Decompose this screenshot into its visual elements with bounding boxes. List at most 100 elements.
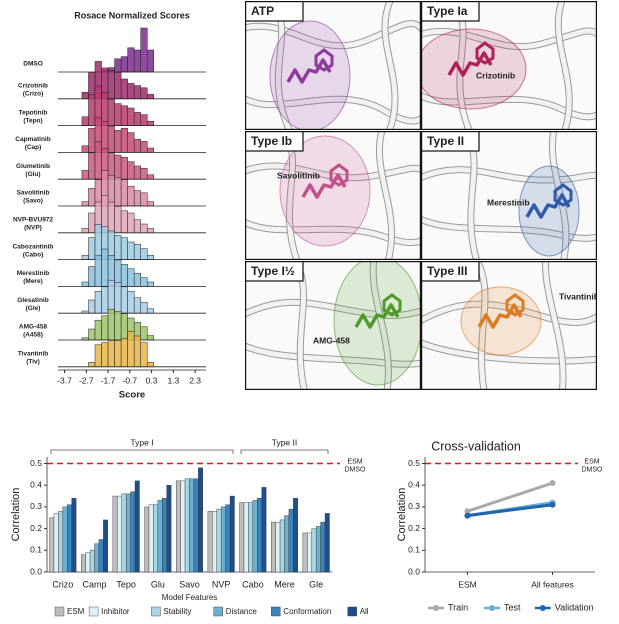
bar: [153, 504, 159, 573]
ligand: [447, 51, 493, 77]
ligand-label: Merestinib: [487, 197, 530, 207]
bar: [239, 502, 245, 573]
histogram-bin: [146, 308, 155, 314]
binding-pocket: [421, 28, 527, 110]
histogram-bin: [114, 311, 122, 341]
histogram-bin: [140, 114, 148, 126]
histogram-bin: [146, 49, 155, 73]
x-tick-label: Gle: [309, 579, 323, 589]
histogram-bin: [146, 94, 155, 100]
row-label: (Tepo): [23, 117, 42, 124]
histogram-bin: [101, 121, 109, 153]
legend-label: Test: [504, 602, 521, 612]
histogram-bin: [101, 92, 109, 126]
bar: [320, 521, 326, 573]
legend-label: Conformation: [283, 607, 331, 616]
histogram-bin: [107, 69, 115, 100]
legend-label: Stability: [163, 607, 191, 616]
protein-ribbon: [549, 131, 569, 260]
bar: [180, 480, 186, 573]
row-label: DMSO: [23, 61, 43, 68]
x-tick-label: Savo: [179, 579, 200, 589]
histogram-bin: [81, 170, 89, 180]
bar: [53, 513, 59, 573]
legend-dot: [539, 605, 546, 611]
ligand-ring: [475, 41, 495, 65]
row-label: (Tiv): [26, 359, 40, 366]
row-label: (Cabo): [23, 251, 44, 258]
panel-title: ATP: [251, 4, 274, 18]
bar: [148, 504, 154, 573]
bar: [117, 495, 122, 573]
row-label: Tepotinib: [19, 109, 48, 116]
bar: [261, 487, 267, 573]
row-label: (Cap): [25, 144, 42, 151]
bar: [103, 519, 109, 573]
histogram-bin: [127, 212, 135, 234]
histogram-bin: [133, 219, 141, 234]
chart-title: Rosace Normalized Scores: [74, 10, 190, 20]
legend-label: Inhibitor: [101, 607, 130, 616]
bar: [243, 502, 249, 573]
row-label: (Gle): [26, 305, 41, 312]
histogram-bin: [107, 279, 115, 314]
binding-pocket: [333, 261, 421, 386]
histogram-bin: [101, 248, 109, 287]
bar: [125, 493, 131, 573]
ligand-label: Crizotinib: [476, 70, 515, 80]
histogram-bin: [107, 230, 115, 260]
bar: [94, 543, 100, 573]
series-line: [467, 503, 553, 518]
histogram-bin: [107, 174, 115, 207]
group-label: Type II: [272, 437, 298, 447]
panel-title: Type Ia: [427, 4, 468, 18]
structure-panel: Savolitinib Type Ib: [245, 131, 421, 260]
ligand-label: Savolitinib: [277, 170, 320, 180]
x-tick-label: Tepo: [116, 579, 136, 589]
y-tick-label: 0.4: [30, 479, 42, 489]
row-label: Savolitinib: [17, 190, 50, 197]
y-axis-label: Correlation: [396, 488, 408, 542]
bar: [212, 511, 217, 573]
ligand-ring: [314, 48, 334, 72]
protein-ribbon: [382, 1, 398, 130]
binding-pocket: [460, 286, 542, 356]
protein-ribbon: [421, 28, 597, 50]
group-bracket: [50, 449, 234, 454]
legend-swatch: [88, 606, 99, 617]
bar: [144, 506, 150, 573]
x-tick-label: Cabo: [242, 579, 264, 589]
y-axis-label: Correlation: [10, 488, 22, 542]
reference-label: ESM: [347, 458, 362, 465]
histogram-bin: [107, 308, 115, 341]
reference-label: DMSO: [345, 466, 367, 473]
point: [464, 512, 471, 519]
histogram-bin: [94, 224, 102, 260]
x-tick-label: -3.7: [57, 375, 72, 385]
x-tick-label: -1.7: [101, 375, 116, 385]
panel-title-box: [421, 131, 480, 152]
series-line: [467, 481, 553, 513]
histogram-bin: [94, 290, 102, 314]
histogram-bin: [120, 56, 128, 73]
histogram-bin: [120, 264, 128, 287]
legend-label: Validation: [555, 602, 594, 612]
bar: [311, 528, 317, 573]
bar: [189, 478, 195, 573]
x-tick-label: ESM: [458, 579, 476, 589]
row-label: (A458): [23, 332, 43, 339]
x-tick-label: -2.7: [79, 375, 94, 385]
protein-ribbon: [370, 261, 391, 390]
structure-panel: ATP: [245, 1, 421, 130]
histogram-bin: [81, 281, 89, 287]
row-label: AMG-458: [19, 324, 48, 331]
row-label: (NVP): [24, 225, 42, 232]
histogram-bin: [107, 201, 115, 234]
row-label: Tivantinib: [18, 351, 49, 358]
histogram-bin: [88, 188, 96, 207]
protein-ribbon: [421, 216, 597, 241]
histogram-bin: [120, 237, 128, 260]
ligand-ring: [382, 293, 402, 317]
panel-border: [245, 131, 421, 260]
